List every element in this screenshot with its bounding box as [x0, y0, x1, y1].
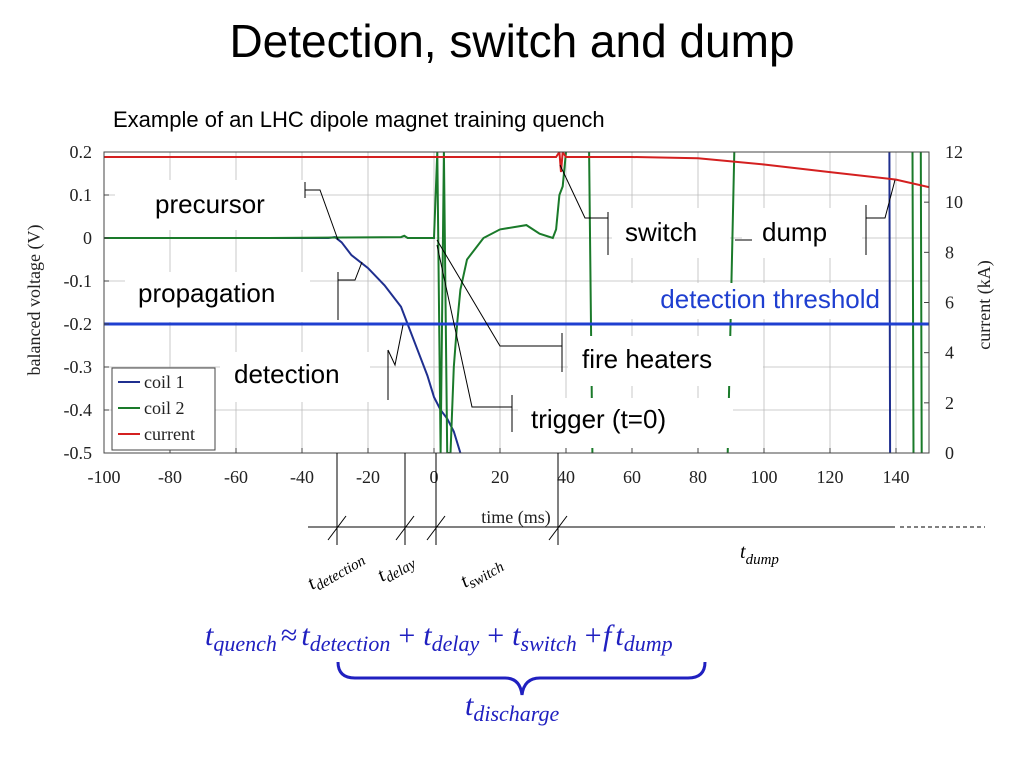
symbol: t: [465, 689, 474, 722]
x-tick-label: -80: [158, 467, 182, 487]
subscript: switch: [466, 559, 507, 592]
formula-part: t: [423, 619, 432, 652]
y-tick-label: 0: [83, 228, 92, 248]
x-tick-label: 20: [491, 467, 509, 487]
series-line: [104, 152, 929, 189]
threshold-label: detection threshold: [660, 284, 880, 314]
x-tick-label: 60: [623, 467, 641, 487]
y-tick-label: -0.3: [64, 357, 93, 377]
formula-part: ≈: [281, 619, 297, 652]
subscript: detection: [313, 553, 369, 594]
x-tick-label: -40: [290, 467, 314, 487]
symbol: t: [740, 541, 746, 563]
x-tick-label: -20: [356, 467, 380, 487]
y2-tick-label: 8: [945, 242, 954, 262]
y-tick-label: -0.4: [64, 400, 93, 420]
y-tick-label: -0.5: [64, 443, 93, 463]
legend-label: coil 2: [144, 398, 185, 418]
x-tick-label: 120: [817, 467, 844, 487]
x-tick-label: -60: [224, 467, 248, 487]
formula-part: +: [398, 619, 415, 652]
timing-row: tdetection tdelay tswitch tdump: [304, 453, 985, 597]
y-tick-label: -0.2: [64, 314, 93, 334]
timing-label: tdump: [740, 541, 779, 568]
annotation: fire heaters: [582, 344, 712, 374]
y2-axis-label: current (kA): [974, 260, 995, 349]
formula-part: t: [205, 619, 214, 652]
y2-tick-label: 10: [945, 192, 963, 212]
formula-part: dump: [624, 631, 673, 656]
y-tick-label: 0.1: [70, 185, 93, 205]
y-tick-label: 0.2: [70, 142, 93, 162]
legend-label: coil 1: [144, 372, 185, 392]
threshold-label-bg: [605, 283, 885, 319]
formula-part: t: [512, 619, 521, 652]
x-tick-label: 140: [883, 467, 910, 487]
y2-tick-label: 0: [945, 443, 954, 463]
annotation: detection: [234, 359, 340, 389]
annotation: switch: [625, 217, 697, 247]
formula-part: switch: [521, 631, 577, 656]
timing-label: tswitch: [457, 551, 508, 595]
y2-tick-label: 4: [945, 343, 954, 363]
formula-part: +f: [583, 619, 615, 652]
formula-part: detection: [310, 631, 391, 656]
x-tick-label: 0: [430, 467, 439, 487]
formula-part: delay: [432, 631, 480, 656]
subscript: dump: [746, 552, 780, 568]
y-tick-label: -0.1: [64, 271, 93, 291]
x-tick-label: 80: [689, 467, 707, 487]
slide-title: Detection, switch and dump: [229, 15, 794, 67]
y2-tick-label: 2: [945, 393, 954, 413]
subtitle: Example of an LHC dipole magnet training…: [113, 107, 605, 132]
timing-label: tdetection: [304, 545, 369, 597]
timing-label: tdelay: [374, 548, 420, 589]
x-tick-label: -100: [88, 467, 121, 487]
formula: tquench ≈ tdetection + tdelay + tswitch +f tdump: [205, 619, 673, 656]
y2-tick-label: 12: [945, 142, 963, 162]
subscript: delay: [383, 556, 419, 586]
formula-part: quench: [213, 631, 277, 656]
y2-tick-label: 6: [945, 293, 954, 313]
legend-label: current: [144, 424, 195, 444]
x-axis-label: time (ms): [481, 507, 551, 528]
annotation: trigger (t=0): [531, 404, 666, 434]
formula-part: t: [301, 619, 310, 652]
y-axis-label: balanced voltage (V): [24, 225, 45, 376]
brace: [336, 661, 707, 696]
subscript: discharge: [473, 701, 559, 726]
annotations: precursor propagation detection switch d…: [115, 164, 896, 448]
annotation: dump: [762, 217, 827, 247]
discharge-label: tdischarge: [465, 689, 560, 726]
formula-part: t: [615, 619, 624, 652]
annotation: propagation: [138, 278, 275, 308]
annotation: precursor: [155, 189, 265, 219]
x-tick-label: 100: [751, 467, 778, 487]
legend: coil 1 coil 2 current: [111, 367, 216, 451]
x-tick-label: 40: [557, 467, 575, 487]
formula-part: +: [487, 619, 504, 652]
